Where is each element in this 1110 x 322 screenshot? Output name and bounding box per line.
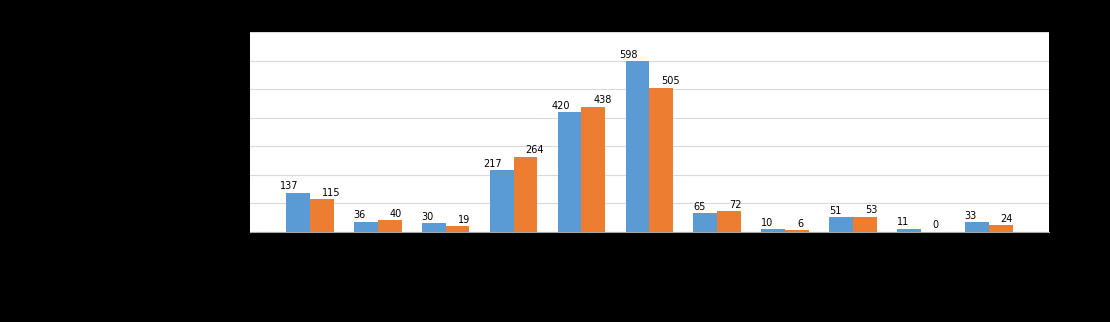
Bar [854,217,877,232]
Text: 11: 11 [897,217,909,227]
Bar [422,223,445,232]
Bar [761,229,785,232]
Text: 53: 53 [865,205,877,215]
Text: 420: 420 [551,101,569,111]
Text: 0: 0 [932,221,939,231]
Bar [582,107,605,232]
Bar [897,229,921,232]
Text: 51: 51 [829,206,841,216]
Bar [310,199,334,232]
Bar [354,222,377,232]
Bar [965,223,989,232]
Bar [649,88,673,232]
Text: 217: 217 [483,158,502,168]
Bar [829,217,854,232]
Text: 6: 6 [797,219,804,229]
Text: 505: 505 [662,76,679,86]
Bar [557,112,582,232]
Text: 36: 36 [354,210,366,220]
Bar [377,221,402,232]
Bar [785,230,809,232]
Bar [694,213,717,232]
Bar [445,226,470,232]
Text: 438: 438 [594,96,612,106]
Text: 137: 137 [280,181,297,191]
Text: 40: 40 [390,209,402,219]
Bar [286,193,310,232]
Text: 33: 33 [965,211,977,221]
Bar [989,225,1012,232]
Bar [514,156,537,232]
Text: 30: 30 [422,212,434,222]
Text: 65: 65 [693,202,705,212]
Text: 72: 72 [729,200,741,210]
Text: 264: 264 [525,145,544,155]
Text: 24: 24 [1001,213,1013,223]
Bar [626,61,649,232]
Bar [490,170,514,232]
Bar [717,211,741,232]
Text: 115: 115 [322,188,341,198]
Text: 19: 19 [457,215,470,225]
Text: 10: 10 [761,218,774,228]
Text: 598: 598 [619,50,637,60]
